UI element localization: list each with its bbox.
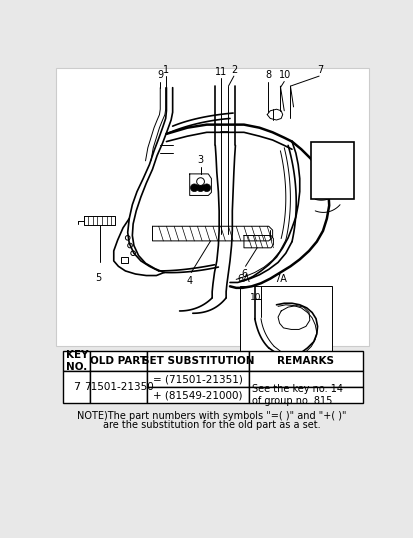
Text: 9: 9 — [157, 70, 163, 80]
Text: = (71501-21351): = (71501-21351) — [153, 374, 242, 384]
Text: 6: 6 — [240, 270, 247, 279]
Text: NOTE)The part numbers with symbols "=( )" and "+( )": NOTE)The part numbers with symbols "=( )… — [77, 411, 346, 421]
Circle shape — [191, 185, 197, 191]
Text: 8: 8 — [264, 70, 271, 80]
Text: See the key no. 14
of group no. 815: See the key no. 14 of group no. 815 — [252, 385, 342, 406]
Bar — [63, 351, 90, 371]
Bar — [90, 371, 147, 404]
Text: 4: 4 — [186, 277, 192, 286]
Text: 11: 11 — [214, 67, 226, 77]
Text: REMARKS: REMARKS — [277, 356, 333, 366]
Bar — [147, 387, 248, 404]
Circle shape — [203, 185, 209, 191]
Text: 7: 7 — [317, 65, 323, 75]
Text: 7A: 7A — [273, 274, 286, 284]
Bar — [147, 371, 248, 387]
Bar — [248, 371, 362, 387]
Text: + (81549-21000): + (81549-21000) — [153, 390, 242, 400]
Text: SET SUBSTITUTION: SET SUBSTITUTION — [141, 356, 254, 366]
Text: 10: 10 — [278, 70, 290, 80]
Bar — [248, 351, 362, 371]
Bar — [90, 351, 147, 371]
Text: 71501-21350: 71501-21350 — [84, 382, 153, 392]
Text: 3: 3 — [197, 155, 203, 165]
Text: 10: 10 — [249, 293, 261, 302]
Text: 2: 2 — [231, 65, 237, 75]
Text: 5: 5 — [95, 273, 101, 283]
Bar — [55, 68, 368, 345]
Text: 1: 1 — [162, 65, 169, 75]
Bar — [147, 351, 248, 371]
Text: KEY
NO.: KEY NO. — [65, 350, 88, 372]
Bar — [63, 371, 90, 404]
Text: 6A: 6A — [237, 274, 250, 284]
Bar — [311, 141, 353, 199]
Circle shape — [197, 185, 203, 191]
Bar — [240, 286, 331, 359]
Text: OLD PART: OLD PART — [90, 356, 147, 366]
Text: 7: 7 — [73, 382, 80, 392]
Bar — [248, 387, 362, 404]
Bar — [121, 257, 128, 263]
Circle shape — [196, 178, 204, 186]
Text: are the substitution for the old part as a set.: are the substitution for the old part as… — [103, 420, 320, 430]
